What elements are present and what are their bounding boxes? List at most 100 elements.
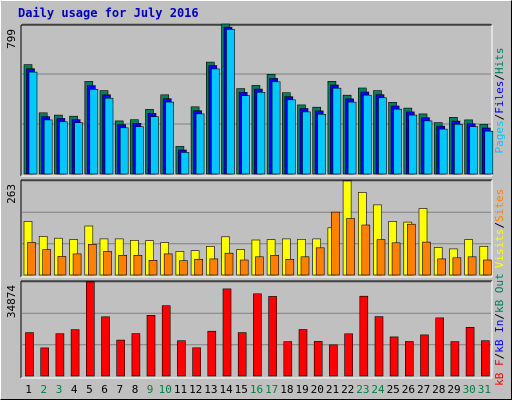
bar-pages-day-21 bbox=[332, 87, 342, 175]
bar-sites-day-27 bbox=[422, 241, 431, 276]
bar-kb-f-day-11 bbox=[177, 340, 186, 377]
bar-sites-day-20 bbox=[315, 247, 325, 276]
y-max-label-bottom: 34874 bbox=[5, 285, 18, 318]
x-tick-label-day-11: 11 bbox=[174, 383, 187, 396]
y-max-label-middle: 263 bbox=[5, 184, 18, 204]
x-tick-label-day-4: 4 bbox=[71, 383, 78, 396]
bar-kb-f-day-4 bbox=[70, 329, 80, 377]
x-tick-label-day-23: 23 bbox=[356, 383, 369, 396]
x-tick-label-day-10: 10 bbox=[159, 383, 172, 396]
bar-kb-f-day-20 bbox=[313, 341, 323, 377]
bar-sites-day-11 bbox=[179, 260, 188, 276]
x-tick-label-day-26: 26 bbox=[402, 383, 415, 396]
bar-pages-day-6 bbox=[104, 97, 114, 175]
bar-sites-day-3 bbox=[57, 256, 67, 276]
x-tick-label-day-13: 13 bbox=[204, 383, 217, 396]
bar-pages-day-4 bbox=[74, 122, 83, 175]
bar-sites-day-21 bbox=[331, 211, 340, 276]
bar-pages-day-27 bbox=[423, 120, 433, 175]
x-tick-label-day-5: 5 bbox=[86, 383, 93, 396]
bar-kb-f-day-13 bbox=[207, 330, 217, 377]
bar-pages-day-26 bbox=[408, 114, 418, 175]
bar-kb-f-day-18 bbox=[283, 341, 293, 377]
bar-sites-day-22 bbox=[346, 218, 355, 276]
bar-pages-day-28 bbox=[438, 128, 448, 175]
bar-sites-day-24 bbox=[376, 239, 386, 276]
bar-pages-day-19 bbox=[302, 111, 311, 175]
bar-sites-day-7 bbox=[118, 255, 127, 276]
legend-part-1: / bbox=[493, 222, 506, 229]
bar-kb-f-day-22 bbox=[344, 333, 353, 377]
legend-part-3: / bbox=[493, 74, 506, 81]
bar-kb-f-day-7 bbox=[116, 339, 125, 377]
bar-kb-f-day-3 bbox=[55, 333, 65, 377]
x-tick-label-day-1: 1 bbox=[25, 383, 32, 396]
bar-pages-day-31 bbox=[484, 130, 494, 175]
bar-kb-f-day-5 bbox=[86, 281, 95, 377]
chart-title: Daily usage for July 2016 bbox=[18, 6, 199, 20]
bar-kb-f-day-19 bbox=[298, 329, 308, 377]
x-tick-label-day-6: 6 bbox=[101, 383, 108, 396]
bar-sites-day-25 bbox=[391, 242, 401, 276]
legend-part-1: / bbox=[493, 353, 506, 360]
bar-sites-day-9 bbox=[148, 259, 158, 276]
bar-pages-day-22 bbox=[347, 101, 357, 175]
bar-sites-day-16 bbox=[255, 256, 264, 276]
bar-pages-day-29 bbox=[454, 124, 463, 175]
bar-pages-day-25 bbox=[393, 108, 402, 175]
bar-kb-f-day-8 bbox=[131, 333, 141, 377]
bar-kb-f-day-17 bbox=[268, 296, 277, 377]
bar-pages-day-17 bbox=[271, 81, 281, 175]
x-tick-label-day-28: 28 bbox=[432, 383, 445, 396]
bar-pages-day-16 bbox=[256, 92, 266, 175]
bar-pages-day-5 bbox=[89, 89, 99, 175]
x-tick-label-day-19: 19 bbox=[295, 383, 308, 396]
x-tick-label-day-29: 29 bbox=[447, 383, 460, 396]
bar-kb-f-day-16 bbox=[253, 293, 262, 377]
bar-kb-f-day-24 bbox=[374, 316, 384, 377]
bar-kb-f-day-12 bbox=[192, 347, 201, 377]
x-tick-label-day-2: 2 bbox=[40, 383, 47, 396]
bar-pages-day-8 bbox=[135, 126, 144, 175]
bar-pages-day-13 bbox=[211, 68, 220, 175]
bar-kb-f-day-30 bbox=[465, 326, 475, 377]
legend-part-0: Pages bbox=[493, 120, 506, 153]
x-tick-label-day-31: 31 bbox=[478, 383, 491, 396]
bar-pages-day-12 bbox=[195, 113, 205, 175]
bar-pages-day-23 bbox=[362, 94, 372, 175]
bar-sites-day-29 bbox=[452, 257, 462, 276]
bar-kb-f-day-21 bbox=[329, 344, 338, 377]
bar-sites-day-4 bbox=[72, 253, 82, 276]
x-tick-label-day-21: 21 bbox=[326, 383, 339, 396]
bar-sites-day-8 bbox=[133, 255, 143, 276]
legend-part-0: kB F bbox=[493, 359, 506, 386]
x-tick-label-day-27: 27 bbox=[417, 383, 430, 396]
x-tick-label-day-14: 14 bbox=[219, 383, 233, 396]
bar-pages-day-18 bbox=[286, 99, 296, 175]
bar-kb-f-day-29 bbox=[450, 341, 460, 377]
bar-kb-f-day-26 bbox=[404, 341, 414, 377]
bar-pages-day-20 bbox=[317, 114, 327, 175]
bar-kb-f-day-25 bbox=[389, 336, 399, 377]
legend-part-4: kB Out bbox=[493, 273, 506, 313]
panel-top bbox=[20, 23, 494, 177]
bar-kb-f-day-27 bbox=[420, 334, 429, 377]
legend-part-3: / bbox=[493, 313, 506, 320]
bar-kb-f-day-15 bbox=[237, 332, 247, 377]
bar-kb-f-day-31 bbox=[480, 340, 490, 377]
x-tick-label-day-15: 15 bbox=[235, 383, 248, 396]
legend-part-1: / bbox=[493, 114, 506, 121]
bar-kb-f-day-1 bbox=[25, 332, 34, 377]
bar-pages-day-2 bbox=[43, 119, 53, 175]
bar-pages-day-9 bbox=[150, 116, 159, 175]
x-tick-label-day-24: 24 bbox=[371, 383, 385, 396]
bar-kb-f-day-9 bbox=[146, 314, 156, 377]
bar-kb-f-day-23 bbox=[359, 295, 369, 377]
bar-sites-day-31 bbox=[482, 259, 492, 276]
legend-part-4: Hits bbox=[493, 48, 506, 75]
bar-sites-day-6 bbox=[103, 251, 112, 276]
bar-sites-day-2 bbox=[42, 249, 52, 276]
y-max-label-top: 799 bbox=[5, 29, 18, 49]
x-tick-label-day-17: 17 bbox=[265, 383, 278, 396]
